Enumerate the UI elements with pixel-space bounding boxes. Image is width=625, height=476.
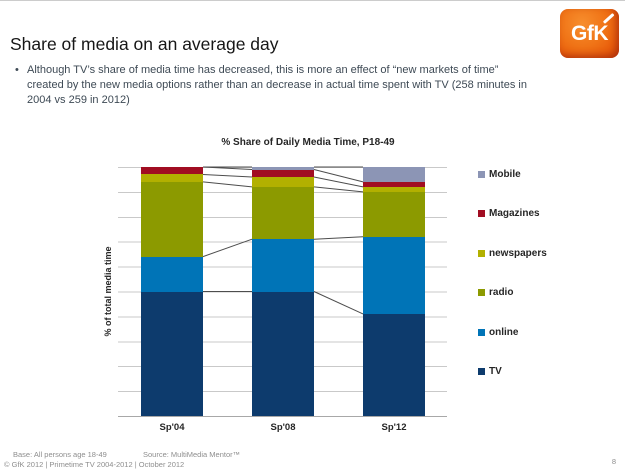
stacked-bar-sp04 <box>141 167 203 416</box>
logo-text: GfK <box>571 22 609 45</box>
legend-marker-icon <box>478 328 485 336</box>
footer-source: Source: MultiMedia Mentor™ <box>143 450 241 459</box>
bar-segment-magazines <box>363 181 425 187</box>
slide-title: Share of media on an average day <box>10 34 279 54</box>
bar-segment-mobile <box>252 167 314 170</box>
legend-label: Mobile <box>489 168 521 180</box>
stacked-bar-sp08 <box>252 167 314 416</box>
x-axis-label: Sp'08 <box>270 422 296 433</box>
bar-segment-online <box>252 239 314 292</box>
connector-line-tv <box>313 291 364 315</box>
stacked-bar-sp12 <box>363 167 425 416</box>
bullet-row: • Although TV’s share of media time has … <box>15 63 615 108</box>
legend-marker-icon <box>478 210 485 217</box>
legend-item-tv: TV <box>478 366 547 378</box>
chart-title: % Share of Daily Media Time, P18-49 <box>221 137 395 148</box>
bullet-line-3: 2004 vs 259 in 2012) <box>27 94 130 106</box>
legend-label: online <box>489 326 519 338</box>
page-number: 8 <box>611 457 616 466</box>
bar-segment-magazines <box>252 169 314 177</box>
bullet-line-2: created by the new media options rather … <box>27 79 527 91</box>
legend-item-magazines: Magazines <box>478 208 547 220</box>
bar-segment-newspapers <box>363 186 425 192</box>
legend-item-newspapers: newspapers <box>478 247 547 259</box>
legend-marker-icon <box>478 170 485 178</box>
gfk-logo: GfK <box>560 9 619 58</box>
plot-area <box>118 166 447 417</box>
connector-line-radio <box>202 181 253 188</box>
legend-label: radio <box>489 287 514 298</box>
connector-line-online <box>202 238 253 258</box>
connector-line-newspapers <box>202 174 253 178</box>
legend-item-mobile: Mobile <box>478 168 547 180</box>
bar-segment-magazines <box>141 167 203 175</box>
footer-base: Base: All persons age 18-49 <box>13 450 107 459</box>
legend-marker-icon <box>478 368 485 375</box>
bar-segment-radio <box>252 186 314 240</box>
footer-copyright: © GfK 2012 | Primetime TV 2004-2012 | Oc… <box>4 460 185 469</box>
y-axis-label: % of total media time <box>103 246 113 337</box>
bar-segment-newspapers <box>141 174 203 182</box>
connector-line-radio <box>313 186 364 193</box>
bar-segment-newspapers <box>252 176 314 187</box>
bar-segment-radio <box>141 181 203 257</box>
connector-line-magazines <box>313 169 364 183</box>
legend-marker-icon <box>478 249 485 257</box>
legend: Mobile Magazines newspapers radio online TV <box>478 168 547 378</box>
bullet-line-1: Although TV’s share of media time has de… <box>27 64 499 76</box>
bar-segment-online <box>141 256 203 292</box>
legend-label: newspapers <box>489 247 547 259</box>
x-axis-label: Sp'04 <box>159 422 185 433</box>
bar-segment-tv <box>252 291 314 416</box>
x-axis-label: Sp'12 <box>381 422 407 433</box>
bar-segment-radio <box>363 191 425 237</box>
bar-segment-mobile <box>363 167 425 182</box>
bar-segment-online <box>363 236 425 314</box>
legend-item-online: online <box>478 326 547 338</box>
bar-segment-tv <box>363 313 425 416</box>
legend-marker-icon <box>478 289 485 296</box>
legend-label: TV <box>489 366 502 377</box>
connector-line-online <box>313 236 364 240</box>
bullet-icon: • <box>15 64 19 76</box>
legend-item-radio: radio <box>478 287 547 299</box>
bullet-text: Although TV’s share of media time has de… <box>27 63 615 108</box>
connector-line-newspapers <box>313 176 364 188</box>
connector-line-magazines <box>202 166 253 170</box>
legend-label: Magazines <box>489 208 540 219</box>
bar-segment-tv <box>141 291 203 416</box>
